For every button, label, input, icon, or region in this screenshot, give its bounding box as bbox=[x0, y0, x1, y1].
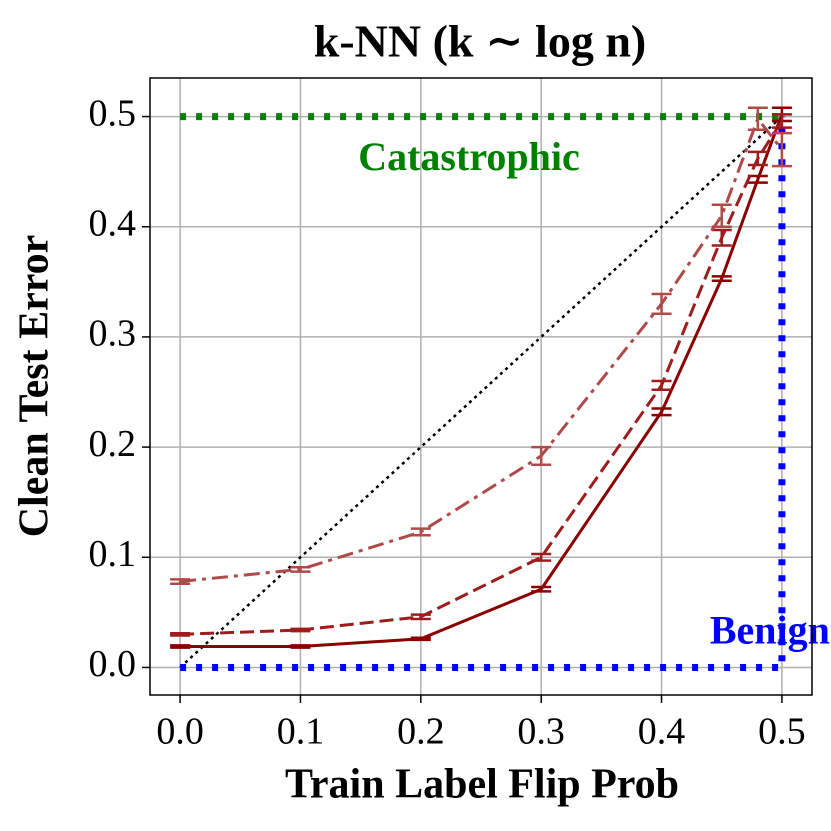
error-bar bbox=[711, 203, 732, 228]
error-bar bbox=[290, 644, 311, 649]
error-bar bbox=[531, 585, 552, 593]
error-bar bbox=[747, 150, 768, 167]
x-axis-label: Train Label Flip Prob bbox=[285, 762, 679, 808]
y-tick-label: 0.4 bbox=[89, 202, 137, 244]
error-bar bbox=[290, 627, 311, 633]
x-tick-label: 0.2 bbox=[397, 711, 445, 753]
annotation: Benign bbox=[710, 608, 830, 653]
x-tick-label: 0.5 bbox=[758, 711, 806, 753]
y-tick-label: 0.1 bbox=[89, 533, 137, 575]
error-bar bbox=[531, 552, 552, 562]
annotation: Catastrophic bbox=[358, 134, 579, 179]
series-line bbox=[180, 120, 784, 636]
series-line bbox=[180, 113, 784, 649]
error-bar bbox=[651, 407, 672, 417]
error-bar bbox=[711, 228, 732, 247]
y-tick-label: 0.5 bbox=[89, 92, 137, 134]
error-bar bbox=[170, 578, 191, 585]
error-bar bbox=[651, 379, 672, 392]
y-tick-label: 0.2 bbox=[89, 423, 137, 465]
series-line bbox=[179, 115, 784, 584]
error-bar bbox=[531, 445, 552, 466]
y-tick-label: 0.0 bbox=[89, 643, 137, 685]
y-axis-label: Clean Test Error bbox=[12, 235, 58, 538]
error-bar bbox=[170, 644, 191, 649]
reference-line bbox=[179, 115, 783, 669]
chart-title: k-NN (k ∼ log n) bbox=[314, 16, 646, 67]
y-tick-label: 0.3 bbox=[89, 313, 137, 355]
error-bar bbox=[771, 131, 792, 168]
plot-frame bbox=[149, 77, 813, 696]
error-bar bbox=[410, 636, 431, 642]
error-bar bbox=[410, 613, 431, 621]
error-bar bbox=[651, 292, 672, 316]
error-bar bbox=[711, 275, 732, 282]
x-tick-label: 0.3 bbox=[517, 711, 565, 753]
error-bar bbox=[771, 113, 792, 129]
x-tick-label: 0.0 bbox=[156, 711, 204, 753]
error-bar bbox=[170, 632, 191, 637]
x-tick-label: 0.1 bbox=[277, 711, 325, 753]
error-bar bbox=[290, 565, 311, 573]
x-tick-label: 0.4 bbox=[638, 711, 686, 753]
error-bar bbox=[747, 106, 768, 132]
error-bar bbox=[410, 527, 431, 537]
